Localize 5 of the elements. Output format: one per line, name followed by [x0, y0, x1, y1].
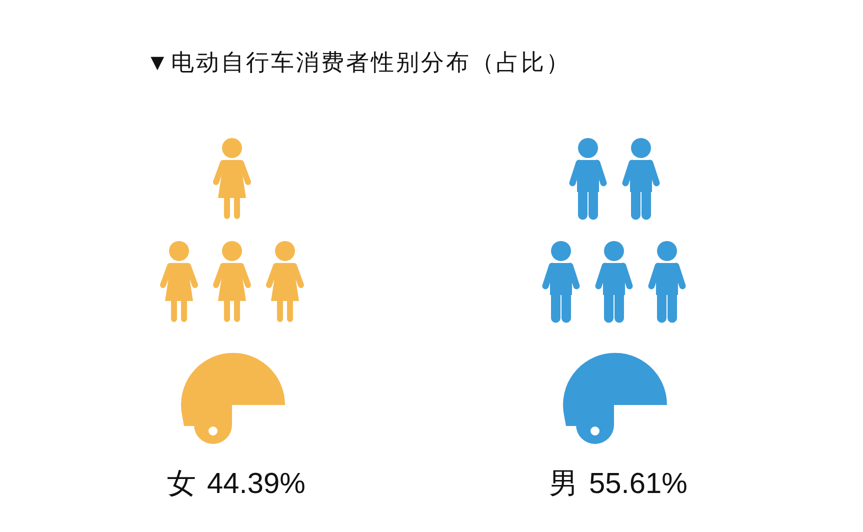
category-label: 女: [167, 468, 196, 500]
data-label: 44.39%: [207, 468, 306, 500]
category-label: 男: [549, 468, 578, 500]
text: ▼电动自行车消费者性别分布（占比）: [146, 49, 571, 76]
data-label: 55.61%: [589, 468, 688, 500]
